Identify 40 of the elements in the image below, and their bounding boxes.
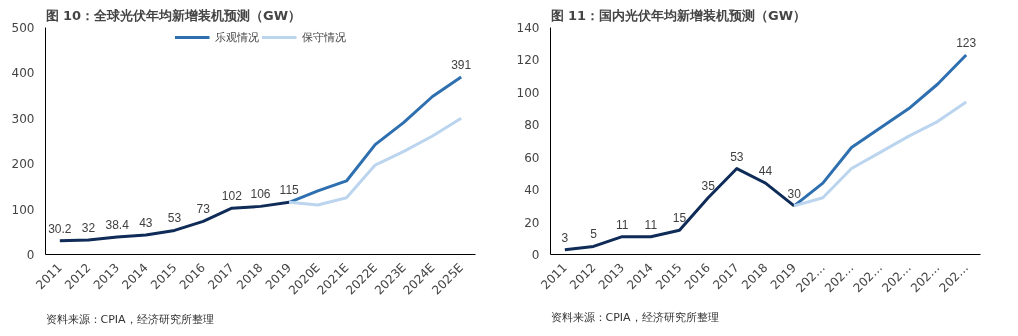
- y-tick-label: 100: [11, 202, 35, 217]
- data-label: 35: [701, 178, 716, 193]
- data-label: 11: [615, 217, 629, 232]
- data-label: 43: [139, 215, 153, 230]
- y-tick-label: 200: [11, 157, 35, 172]
- data-label: 5: [590, 227, 598, 242]
- data-label: 3: [561, 230, 569, 245]
- data-label: 44: [758, 164, 773, 179]
- y-tick-label: 500: [11, 21, 35, 35]
- y-tick-label: 120: [516, 53, 540, 68]
- data-label: 11: [644, 217, 658, 232]
- data-label: 102: [221, 189, 243, 204]
- data-label: 30: [787, 186, 802, 201]
- y-tick-label: 300: [11, 111, 35, 126]
- y-tick-label: 60: [524, 150, 540, 165]
- data-label: 32: [81, 220, 96, 235]
- legend-label: 乐观情况: [214, 29, 259, 45]
- legend-label: 保守情况: [301, 29, 346, 45]
- data-label: 106: [250, 187, 271, 202]
- data-label: 15: [672, 211, 687, 226]
- y-tick-label: 140: [516, 21, 540, 35]
- y-tick-label: 80: [524, 118, 540, 133]
- data-label: 123: [956, 36, 977, 51]
- data-label: 391: [451, 57, 472, 72]
- text: 资料来源：CPIA，经济研究所整理: [45, 312, 214, 326]
- data-label: 73: [196, 202, 211, 217]
- y-tick-label: 100: [516, 85, 540, 100]
- y-tick-label: 400: [11, 66, 35, 81]
- y-tick-label: 0: [26, 248, 35, 262]
- data-label: 38.4: [105, 218, 130, 233]
- chart-title: 图 10：全球光伏年均新增装机预测（GW）: [45, 7, 302, 23]
- data-label: 53: [167, 211, 182, 226]
- y-tick-label: 20: [524, 215, 540, 230]
- y-tick-label: 0: [531, 248, 540, 262]
- data-label: 53: [730, 149, 744, 164]
- data-label: 115: [279, 183, 300, 198]
- data-label: 30.2: [48, 221, 72, 236]
- y-tick-label: 40: [524, 183, 540, 198]
- chart-title: 图 11：国内光伏年均新增装机预测（GW）: [550, 7, 807, 23]
- text: 资料来源：CPIA，经济研究所整理: [550, 310, 719, 324]
